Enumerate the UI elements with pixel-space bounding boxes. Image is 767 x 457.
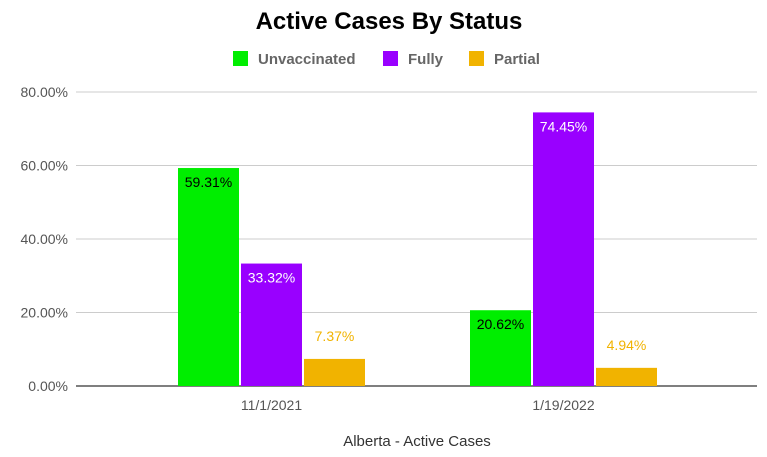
y-tick-label: 80.00%: [21, 84, 68, 100]
bar: [178, 168, 239, 386]
x-axis-title: Alberta - Active Cases: [343, 433, 491, 450]
legend: Unvaccinated Fully Partial: [233, 51, 540, 68]
chart-title: Active Cases By Status: [256, 8, 523, 35]
x-tick-label: 1/19/2022: [532, 397, 594, 413]
x-axis: 11/1/2021 1/19/2022: [241, 397, 595, 413]
legend-label: Fully: [408, 51, 444, 68]
data-label: 59.31%: [185, 174, 232, 190]
data-label: 33.32%: [248, 270, 295, 286]
legend-label: Unvaccinated: [258, 51, 356, 68]
bars: 59.31% 33.32% 7.37% 20.62% 74.45% 4.94%: [178, 112, 657, 386]
data-label: 74.45%: [540, 118, 587, 134]
data-label: 7.37%: [315, 328, 355, 344]
legend-swatch: [233, 51, 248, 66]
y-tick-label: 40.00%: [21, 231, 68, 247]
x-tick-label: 11/1/2021: [241, 397, 302, 413]
data-label: 4.94%: [607, 337, 647, 353]
y-axis: 0.00% 20.00% 40.00% 60.00% 80.00%: [21, 84, 68, 394]
legend-label: Partial: [494, 51, 540, 68]
y-tick-label: 0.00%: [28, 378, 68, 394]
bar: [596, 368, 657, 386]
bar: [304, 359, 365, 386]
bar: [533, 112, 594, 386]
legend-swatch: [383, 51, 398, 66]
legend-swatch: [469, 51, 484, 66]
y-tick-label: 20.00%: [21, 305, 68, 321]
y-tick-label: 60.00%: [21, 158, 68, 174]
data-label: 20.62%: [477, 316, 524, 332]
